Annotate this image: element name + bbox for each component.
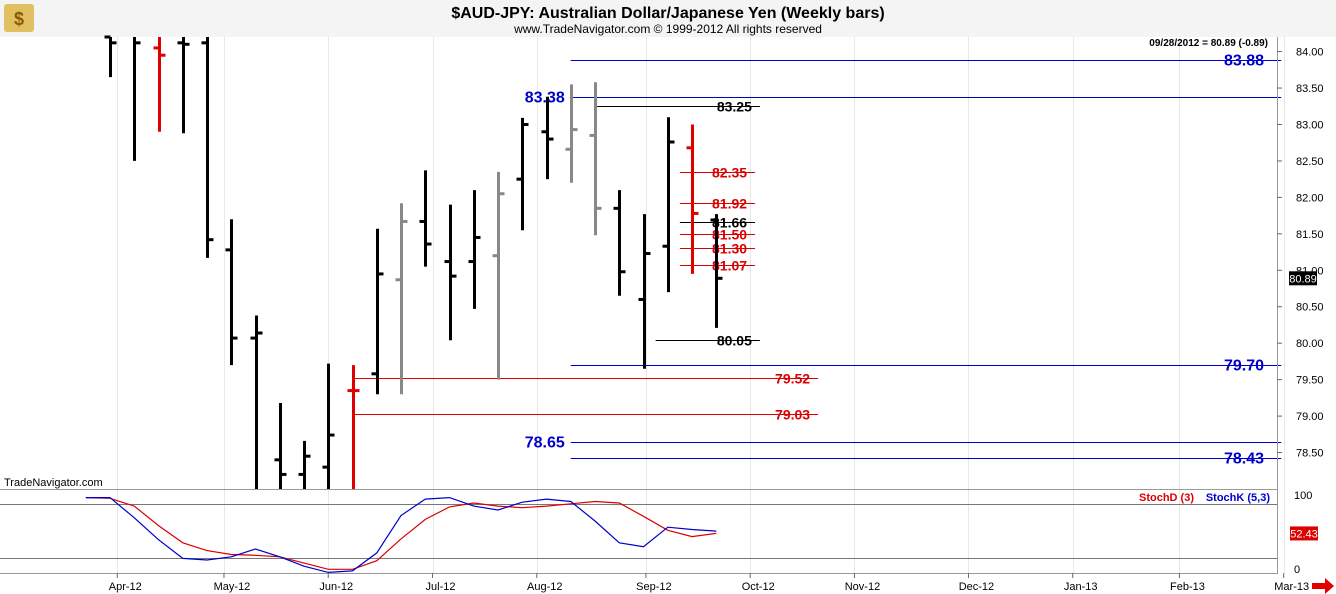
price-bars xyxy=(104,35,723,489)
price-tick-label: 78.50 xyxy=(1296,448,1324,460)
header-background xyxy=(0,0,1336,37)
price-bar xyxy=(371,228,384,395)
price-tick-label: 80.00 xyxy=(1296,338,1324,350)
price-bar xyxy=(710,214,723,328)
vertical-gridlines xyxy=(117,37,1285,573)
copyright-text: www.TradeNavigator.com © 1999-2012 All r… xyxy=(513,22,822,36)
price-bar xyxy=(177,37,190,134)
price-bar xyxy=(133,37,141,161)
price-tick-label: 83.50 xyxy=(1296,83,1324,95)
price-bar xyxy=(565,84,578,183)
price-bar xyxy=(395,203,408,395)
date-tick-label: Feb-13 xyxy=(1170,581,1205,593)
price-bar xyxy=(662,117,675,293)
stoch-tick-label: 0 xyxy=(1294,564,1300,576)
price-bar xyxy=(153,37,166,132)
date-tick-label: Aug-12 xyxy=(527,581,562,593)
level-label: 81.92 xyxy=(712,196,747,212)
level-label: 78.65 xyxy=(525,435,565,452)
level-label: 78.43 xyxy=(1224,451,1264,468)
level-label: 79.70 xyxy=(1224,358,1264,375)
level-label: 83.25 xyxy=(717,99,752,115)
date-tick-label: Apr-12 xyxy=(109,581,142,593)
price-bar xyxy=(274,402,287,489)
date-tick-label: Oct-12 xyxy=(742,581,775,593)
price-plot-background xyxy=(0,37,1277,489)
price-bar xyxy=(686,124,699,274)
stoch-d-line xyxy=(85,497,717,570)
stoch-tick-label: 100 xyxy=(1294,490,1312,502)
price-bar xyxy=(104,35,117,78)
level-label: 80.05 xyxy=(717,333,752,349)
date-tick-label: Sep-12 xyxy=(636,581,671,593)
price-bar xyxy=(347,365,360,489)
price-bar xyxy=(201,37,214,258)
last-price-tag xyxy=(1289,271,1317,286)
price-tick-label: 81.50 xyxy=(1296,229,1324,241)
logo-glyph: $ xyxy=(14,9,24,29)
logo-badge xyxy=(4,4,34,32)
price-bar xyxy=(444,204,457,341)
level-label: 83.88 xyxy=(1224,53,1264,70)
price-tick-label: 79.00 xyxy=(1296,411,1324,423)
last-quote-text: 09/28/2012 = 80.89 (-0.89) xyxy=(1149,38,1268,49)
price-tick-label: 82.50 xyxy=(1296,156,1324,168)
date-tick-label: May-12 xyxy=(214,581,251,593)
price-bar xyxy=(468,190,481,309)
level-label: 79.52 xyxy=(775,371,810,387)
price-tick-label: 82.00 xyxy=(1296,192,1324,204)
price-bar xyxy=(250,315,263,489)
legend-stoch-k: StochK (5,3) xyxy=(1206,492,1271,504)
date-tick-label: Nov-12 xyxy=(845,581,880,593)
price-tick-label: 80.50 xyxy=(1296,302,1324,314)
date-tick-label: Jul-12 xyxy=(426,581,456,593)
price-bar xyxy=(541,96,554,180)
level-label: 81.50 xyxy=(712,227,747,243)
level-label: 83.38 xyxy=(525,90,565,107)
support-resistance-levels: 83.88 83.38 83.25 82.35 81.92 81.6681.5081.30… xyxy=(352,53,1282,468)
chart-title: $AUD-JPY: Australian Dollar/Japanese Yen… xyxy=(451,5,884,22)
level-label: 81.07 xyxy=(712,258,747,274)
price-bar xyxy=(613,190,626,296)
stochastic-legend: StochD (3) StochK (5,3) xyxy=(1139,492,1270,504)
trade-navigator-logo[interactable]: $ xyxy=(4,4,34,32)
stochastic-axis: 0 100 52.43 xyxy=(1290,490,1318,576)
date-axis: Apr-12 May-12 Jun-12 Jul-12 Aug-12 Sep-12 Oct-… xyxy=(109,573,1309,593)
stochastic-lines xyxy=(85,496,717,574)
price-bar xyxy=(419,170,432,267)
watermark-text: TradeNavigator.com xyxy=(4,477,103,489)
price-bar xyxy=(638,214,651,369)
legend-stoch-d: StochD (3) xyxy=(1139,492,1194,504)
price-plot: 83.88 83.38 83.25 82.35 81.92 81.6681.5081.30… xyxy=(0,35,1285,573)
date-tick-label: Jun-12 xyxy=(319,581,353,593)
level-label: 82.35 xyxy=(712,165,747,181)
price-bar xyxy=(225,219,238,366)
last-price-label: 80.89 xyxy=(1289,273,1317,285)
price-bar xyxy=(492,171,505,380)
date-tick-label: Mar-13 xyxy=(1274,581,1309,593)
price-tick-label: 84.00 xyxy=(1296,47,1324,59)
scroll-right-arrow-icon[interactable] xyxy=(1312,578,1334,594)
date-tick-label: Jan-13 xyxy=(1064,581,1098,593)
level-label: 81.30 xyxy=(712,241,747,257)
date-tick-label: Dec-12 xyxy=(959,581,994,593)
price-tick-label: 79.50 xyxy=(1296,375,1324,387)
stochastic-plot: StochD (3) StochK (5,3) xyxy=(0,492,1277,574)
price-tick-label: 83.00 xyxy=(1296,119,1324,131)
price-bar xyxy=(516,117,529,231)
stoch-k-line xyxy=(85,496,717,574)
level-label: 79.03 xyxy=(775,407,810,423)
price-bar xyxy=(298,440,311,489)
stoch-value-label: 52.43 xyxy=(1290,528,1318,540)
level-label: 81.66 xyxy=(712,215,747,231)
stoch-value-tag xyxy=(1290,526,1318,541)
price-bar xyxy=(589,82,602,236)
price-bar xyxy=(322,363,335,489)
stochastic-guides xyxy=(0,504,1277,559)
price-axis: 78.5079.0079.5080.0080.5081.0081.5082.00… xyxy=(1277,47,1324,460)
